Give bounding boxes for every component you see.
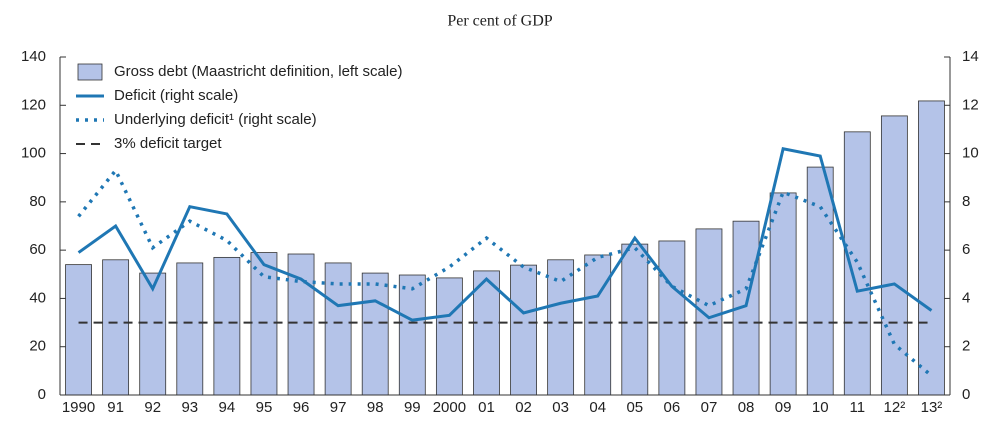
x-tick-label: 2000 xyxy=(433,399,466,416)
x-tick-label: 02 xyxy=(515,399,532,416)
y-tick-label: 100 xyxy=(21,145,46,162)
bar xyxy=(398,274,426,396)
x-tick-label: 03 xyxy=(552,399,569,416)
y2-tick-label: 2 xyxy=(962,338,970,355)
legend-swatch xyxy=(77,63,103,81)
x-tick-label: 13² xyxy=(921,399,943,416)
x-tick-label: 97 xyxy=(330,399,347,416)
y2-tick-label: 6 xyxy=(962,241,970,258)
y2-tick-label: 4 xyxy=(962,289,970,306)
y-tick-label: 0 xyxy=(38,386,46,403)
bar xyxy=(880,115,908,396)
bar xyxy=(324,262,352,396)
bar xyxy=(435,277,463,396)
line xyxy=(77,146,933,322)
x-tick-label: 94 xyxy=(219,399,236,416)
bar xyxy=(918,100,945,396)
x-tick-label: 06 xyxy=(664,399,681,416)
x-tick-label: 10 xyxy=(812,399,829,416)
y-tick-label: 140 xyxy=(21,48,46,65)
x-tick-label: 1990 xyxy=(62,399,95,416)
x-tick-label: 01 xyxy=(478,399,495,416)
x-tick-label: 92 xyxy=(144,399,161,416)
x-tick-label: 04 xyxy=(589,399,606,416)
y2-tick-label: 12 xyxy=(962,96,979,113)
bar xyxy=(584,254,612,396)
x-tick-label: 95 xyxy=(256,399,273,416)
bar xyxy=(658,240,686,396)
y2-tick-label: 8 xyxy=(962,193,970,210)
chart-subtitle: Per cent of GDP xyxy=(447,13,552,30)
line xyxy=(77,167,933,378)
x-tick-label: 98 xyxy=(367,399,384,416)
x-tick-label: 12² xyxy=(884,399,906,416)
bar xyxy=(65,264,92,396)
bar xyxy=(213,256,241,396)
legend-label: Deficit (right scale) xyxy=(114,87,238,104)
x-tick-label: 07 xyxy=(701,399,718,416)
x-tick-label: 99 xyxy=(404,399,421,416)
x-tick-label: 93 xyxy=(181,399,198,416)
y2-tick-label: 14 xyxy=(962,48,979,65)
x-tick-label: 08 xyxy=(738,399,755,416)
y-tick-label: 120 xyxy=(21,96,46,113)
y2-tick-label: 10 xyxy=(962,145,979,162)
legend-label: 3% deficit target xyxy=(114,135,222,152)
y-tick-label: 40 xyxy=(29,289,46,306)
bar xyxy=(361,272,389,396)
y-tick-label: 60 xyxy=(29,241,46,258)
bar xyxy=(769,192,797,396)
bar xyxy=(102,259,130,396)
y-tick-label: 80 xyxy=(29,193,46,210)
legend-label: Underlying deficit¹ (right scale) xyxy=(114,111,317,128)
x-tick-label: 05 xyxy=(626,399,643,416)
x-tick-label: 11 xyxy=(850,399,866,416)
x-tick-label: 91 xyxy=(107,399,124,416)
x-tick-label: 09 xyxy=(775,399,792,416)
bar xyxy=(806,166,834,396)
bar xyxy=(510,264,537,396)
bar xyxy=(621,243,649,396)
legend-label: Gross debt (Maastricht definition, left … xyxy=(114,63,402,80)
y-tick-label: 20 xyxy=(29,338,46,355)
bar xyxy=(250,252,278,396)
x-tick-label: 96 xyxy=(293,399,310,416)
y2-tick-label: 0 xyxy=(962,386,970,403)
bar xyxy=(547,259,575,396)
bar xyxy=(176,262,204,396)
